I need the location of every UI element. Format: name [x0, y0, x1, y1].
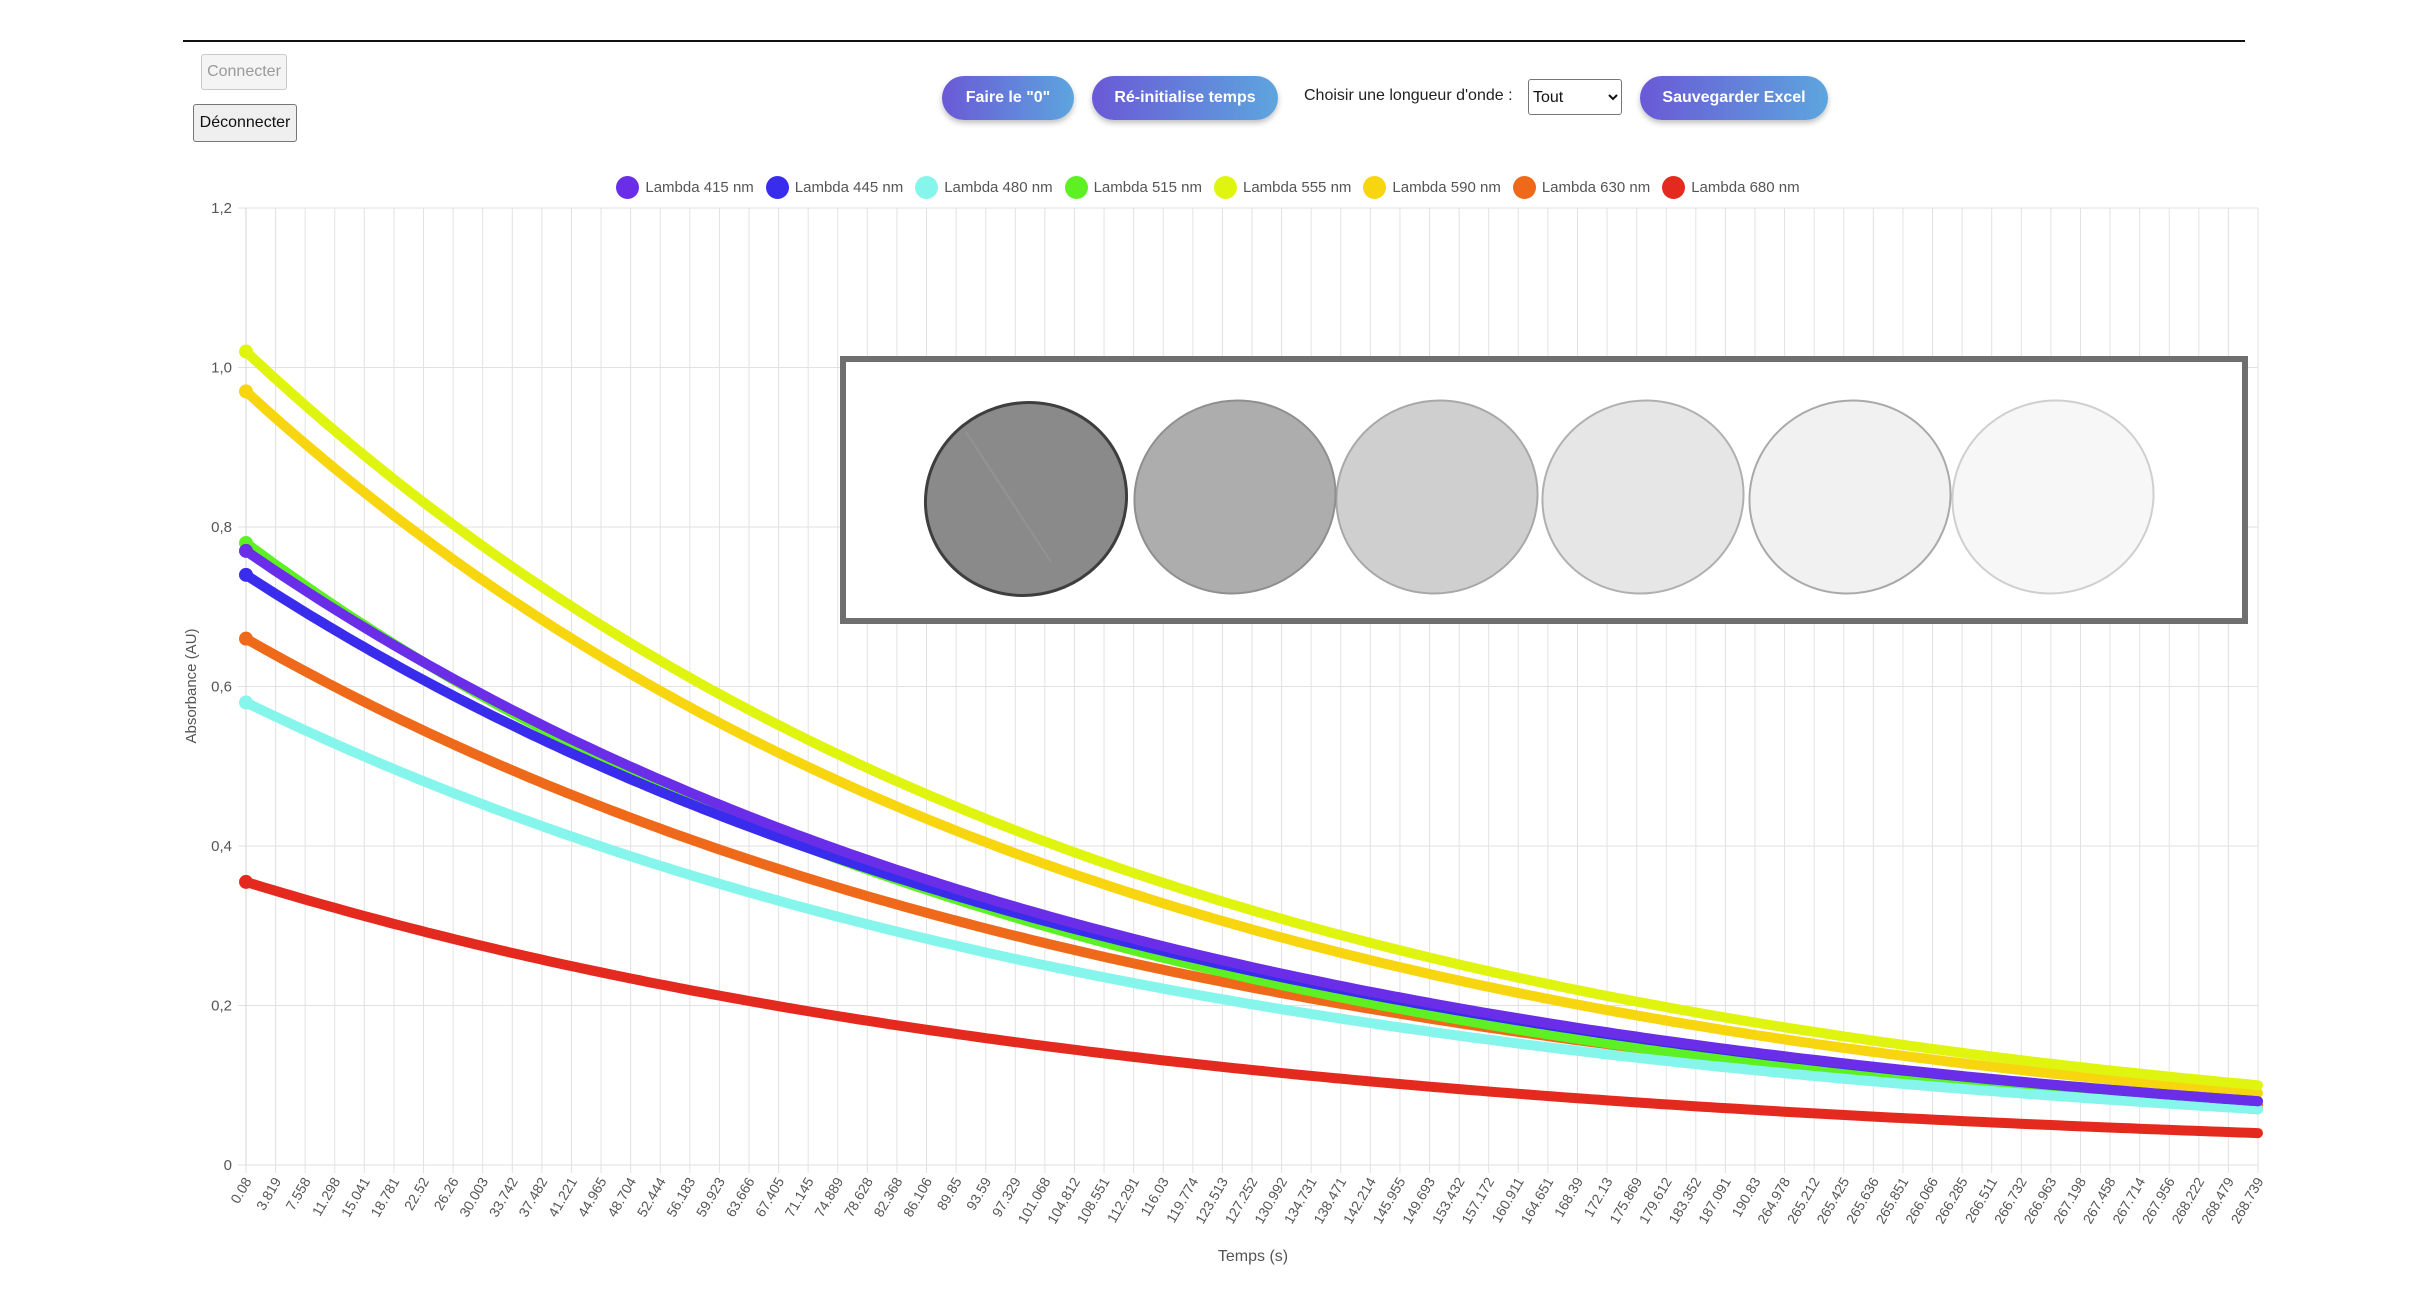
series-line: [241, 545, 2263, 1107]
y-tick-label: 0,6: [211, 679, 232, 696]
disconnect-button[interactable]: Déconnecter: [193, 104, 297, 142]
y-tick-label: 0: [224, 1157, 232, 1174]
series-start-point: [239, 344, 253, 359]
lens-6: [1951, 399, 2155, 595]
x-tick-label: 7.558: [282, 1174, 313, 1213]
x-tick-label: 3.819: [253, 1174, 284, 1213]
zero-button[interactable]: Faire le "0": [942, 76, 1074, 120]
legend-swatch: [1214, 175, 1237, 199]
x-tick-label: 86.106: [900, 1174, 935, 1219]
series-start-point: [239, 543, 253, 558]
series-start-point: [239, 631, 253, 646]
lens-4: [1541, 399, 1745, 595]
series-line: [241, 346, 2263, 1091]
x-axis-ticks: 0.083.8197.55811.29815.04118.78122.5226.…: [227, 1174, 2267, 1226]
legend-label: Lambda 515 nm: [1093, 178, 1202, 196]
legend-swatch: [765, 175, 789, 199]
legend-item[interactable]: Lambda 680 nm: [1662, 172, 1800, 202]
legend-item[interactable]: Lambda 415 nm: [616, 172, 754, 202]
x-tick-label: 22.52: [401, 1174, 432, 1213]
x-tick-label: 18.781: [367, 1174, 402, 1219]
legend-item[interactable]: Lambda 515 nm: [1064, 172, 1202, 202]
legend-item[interactable]: Lambda 630 nm: [1512, 172, 1651, 202]
legend-item[interactable]: Lambda 480 nm: [915, 172, 1053, 202]
y-tick-label: 0,4: [211, 838, 232, 855]
y-tick-label: 1,2: [211, 200, 232, 217]
legend-swatch: [616, 175, 640, 199]
legend-label: Lambda 415 nm: [645, 178, 754, 196]
legend-swatch: [1363, 175, 1387, 199]
series-line: [241, 876, 2263, 1139]
x-tick-label: 93.59: [963, 1174, 994, 1213]
legend-swatch: [915, 175, 939, 199]
legend-label: Lambda 680 nm: [1691, 178, 1800, 196]
legend-swatch: [1512, 175, 1536, 199]
lens-5: [1748, 399, 1952, 595]
series-line: [241, 697, 2263, 1115]
legend-label: Lambda 590 nm: [1392, 178, 1501, 196]
x-axis-label: Temps (s): [1218, 1248, 1288, 1265]
legend-label: Lambda 630 nm: [1541, 178, 1651, 196]
series-line: [241, 386, 2263, 1099]
lens-3: [1335, 399, 1539, 595]
reset-time-button[interactable]: Ré-initialise temps: [1092, 76, 1278, 120]
series-start-point: [239, 384, 253, 399]
wavelength-select[interactable]: Tout: [1528, 79, 1622, 115]
legend-item[interactable]: Lambda 590 nm: [1363, 172, 1501, 202]
y-axis-ticks: 0 0,2 0,4 0,6 0,8 1,0 1,2: [211, 200, 232, 1174]
chart-legend: Lambda 415 nm Lambda 445 nm Lambda 480 nm L…: [0, 172, 2416, 202]
chart-series: [239, 344, 2263, 1139]
legend-item[interactable]: Lambda 555 nm: [1214, 172, 1351, 202]
save-excel-button[interactable]: Sauvegarder Excel: [1640, 76, 1828, 120]
legend-swatch: [1064, 175, 1088, 199]
legend-label: Lambda 555 nm: [1243, 178, 1352, 196]
connect-button[interactable]: Connecter: [201, 54, 287, 90]
legend-swatch: [1662, 175, 1686, 199]
chart-grid: [238, 207, 2259, 1173]
y-axis-label: Absorbance (AU): [183, 628, 200, 743]
legend-label: Lambda 480 nm: [944, 178, 1053, 196]
lens-2: [1133, 399, 1337, 595]
lens-fading-image: [840, 356, 2248, 624]
series-start-point: [239, 874, 253, 889]
x-tick-label: 89.85: [933, 1174, 964, 1213]
top-divider: [183, 40, 2245, 42]
series-start-point: [239, 695, 253, 710]
x-tick-label: 26.26: [430, 1174, 461, 1213]
wavelength-label: Choisir une longueur d'onde :: [1304, 87, 1513, 104]
x-tick-label: 0.08: [227, 1174, 255, 1206]
lens-1: [923, 401, 1129, 597]
legend-item[interactable]: Lambda 445 nm: [765, 172, 904, 202]
y-tick-label: 0,8: [211, 519, 232, 536]
y-tick-label: 1,0: [211, 360, 232, 377]
y-tick-label: 0,2: [211, 998, 232, 1015]
legend-label: Lambda 445 nm: [794, 178, 904, 196]
series-start-point: [239, 567, 253, 582]
